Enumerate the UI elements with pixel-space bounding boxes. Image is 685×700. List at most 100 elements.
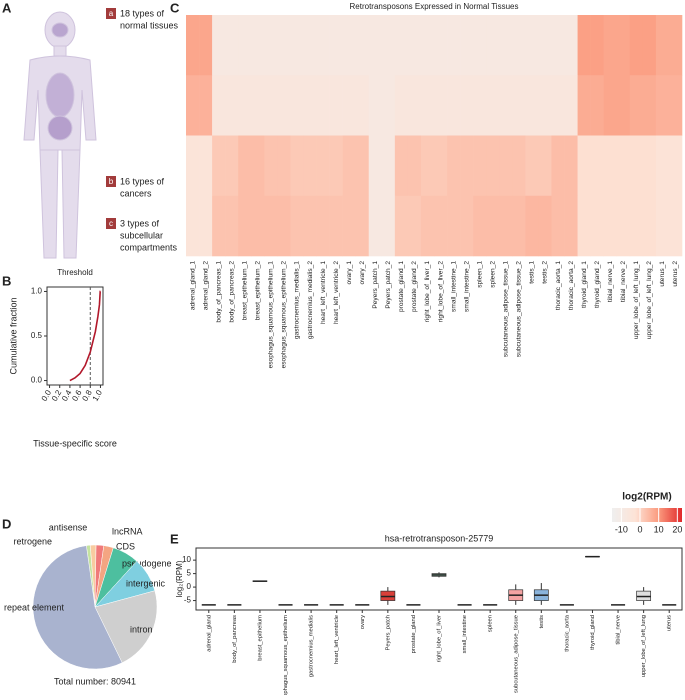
- heat-cell: [420, 135, 435, 197]
- pie-slice: [94, 590, 158, 664]
- heat-cell: [407, 195, 422, 257]
- heat-cell: [355, 135, 370, 197]
- tag-letter: b: [109, 177, 114, 186]
- slice-label: intron: [130, 624, 153, 634]
- heat-cell: [447, 75, 461, 136]
- heat-cell: [342, 15, 356, 76]
- heat-cell: [407, 135, 422, 197]
- heat-cell: [603, 75, 618, 136]
- heat-cell: [394, 135, 409, 197]
- heat-cell: [655, 195, 670, 257]
- slice-label: lncRNA: [112, 526, 143, 536]
- x-tick-label: esophagus_squamous_epithelium: [283, 615, 289, 695]
- heat-cell: [577, 15, 591, 76]
- column-label: testis_2: [542, 261, 549, 284]
- column-label: right_lobe_of_liver_1: [424, 261, 431, 323]
- heat-cell: [564, 135, 578, 197]
- panel-letter: D: [2, 516, 11, 531]
- tag-text: cancers: [120, 188, 152, 198]
- heat-cell: [290, 195, 304, 257]
- heat-cell: [512, 195, 526, 257]
- column-label: breast_epithelium_2: [255, 261, 262, 321]
- heat-cell: [499, 75, 513, 136]
- heat-cell: [303, 195, 317, 257]
- heat-cell: [447, 15, 461, 76]
- tag-letter: c: [109, 219, 113, 228]
- heat-cell: [407, 15, 422, 76]
- panel-letter: C: [170, 0, 180, 15]
- heat-cell: [199, 15, 213, 76]
- column-label: esophagus_squamous_epithelium_1: [268, 261, 275, 369]
- column-label: uterus_2: [672, 261, 679, 287]
- heat-cell: [434, 15, 448, 76]
- heat-cell: [551, 195, 565, 257]
- heat-cell: [434, 135, 448, 197]
- heat-cell: [420, 15, 435, 76]
- heat-cell: [499, 15, 513, 76]
- heat-cell: [420, 195, 435, 257]
- heat-cell: [329, 195, 343, 257]
- heat-cell: [512, 135, 526, 197]
- column-label: testis_1: [529, 261, 536, 284]
- heat-cell: [355, 75, 370, 136]
- column-label: breast_epithelium_1: [241, 261, 248, 321]
- tag-text: 3 types of: [120, 218, 160, 228]
- slice-label: repeat element: [4, 602, 65, 612]
- heat-cell: [655, 135, 670, 197]
- heat-cell: [668, 135, 683, 197]
- heat-cell: [186, 195, 200, 257]
- column-label: uterus_1: [659, 261, 666, 287]
- column-label: tibial_nerve_2: [620, 261, 627, 302]
- heat-cell: [264, 195, 278, 257]
- slice-label: pseudogene: [122, 558, 172, 568]
- column-label: ovary_1: [346, 261, 353, 285]
- heat-cell: [303, 135, 317, 197]
- colorbar: [612, 508, 682, 522]
- pie-note: Total number: 80941: [54, 676, 136, 686]
- x-tick-label: gastrocnemius_medialis: [309, 615, 315, 677]
- heat-cell: [316, 195, 330, 257]
- heat-cell: [629, 135, 644, 197]
- heat-cell: [394, 15, 409, 76]
- heat-cell: [525, 15, 539, 76]
- y-axis-label: Cumulative fraction: [8, 297, 18, 374]
- heat-cell: [551, 15, 565, 76]
- column-label: body_of_pancreas_2: [228, 261, 235, 323]
- heat-cell: [212, 15, 226, 76]
- heat-cell: [342, 75, 356, 136]
- heat-cell: [551, 135, 565, 197]
- chart-title: Threshold: [57, 268, 93, 277]
- heat-cell: [251, 195, 265, 257]
- column-label: heart_left_ventricle_2: [333, 261, 340, 324]
- heat-cell: [225, 15, 239, 76]
- column-label: small_intestine_2: [463, 261, 470, 312]
- heat-cell: [225, 75, 239, 136]
- tag-text: subcellular: [120, 230, 163, 240]
- body-illustration: [23, 11, 97, 259]
- heat-cell: [473, 135, 487, 197]
- colorbar-tick-label: 0: [637, 524, 642, 534]
- panel-letter: E: [170, 531, 179, 546]
- column-label: esophagus_squamous_epithelium_2: [281, 261, 288, 369]
- heat-cell: [251, 135, 265, 197]
- column-label: gastrocnemius_medialis_1: [294, 261, 301, 339]
- column-label: prostate_gland_2: [411, 261, 418, 312]
- tag-box: [106, 8, 116, 19]
- heat-cell: [316, 135, 330, 197]
- x-tick-label: upper_lobe_of_left_lung: [641, 615, 647, 677]
- heat-cell: [264, 135, 278, 197]
- slice-label: antisense: [49, 522, 88, 532]
- column-label: prostate_gland_1: [398, 261, 405, 312]
- heat-cell: [590, 135, 604, 197]
- column-label: small_intestine_1: [450, 261, 457, 312]
- x-tick-label: adrenal_gland: [206, 615, 212, 652]
- heat-cell: [434, 75, 448, 136]
- heat-cell: [590, 75, 604, 136]
- x-tick-label: right_lobe_of_liver: [437, 615, 443, 662]
- column-label: upper_lobe_of_left_lung_1: [633, 261, 640, 339]
- heat-cell: [225, 195, 239, 257]
- heat-cell: [460, 15, 474, 76]
- heat-cell: [525, 75, 539, 136]
- x-tick-label: body_of_pancreas: [232, 615, 238, 663]
- pie-slice: [32, 545, 123, 670]
